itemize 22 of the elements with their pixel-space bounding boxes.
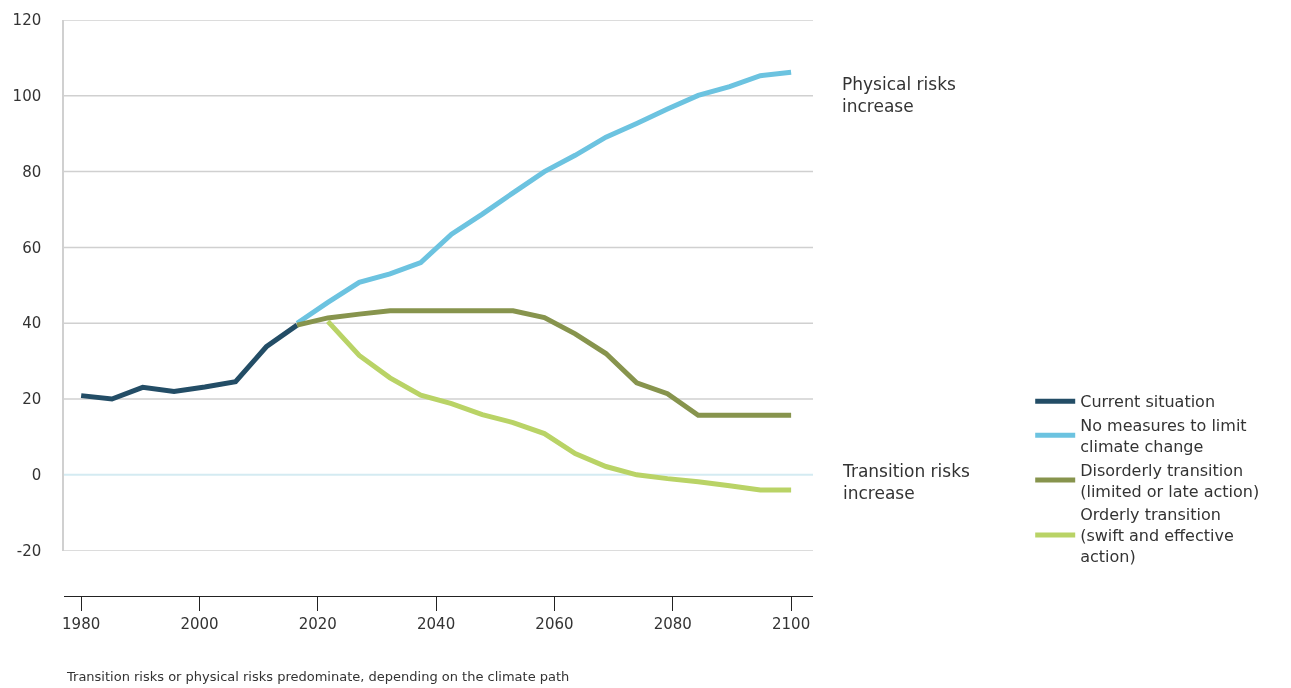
y-tick-label: -20 — [16, 541, 42, 560]
y-tick-label: 0 — [31, 466, 42, 485]
x-tick-label: 2060 — [535, 614, 574, 633]
y-tick-label: 60 — [22, 238, 42, 257]
x-tick-label: 2020 — [298, 614, 337, 633]
legend-label: Disorderly transition (limited or late action) — [1080, 460, 1260, 501]
y-tick-label: 120 — [12, 11, 42, 30]
legend-label: Current situation — [1080, 392, 1216, 412]
x-tick-label: 2080 — [653, 614, 692, 633]
legend-label: No measures to limit climate change — [1080, 416, 1247, 456]
text: Transition risks or physical risks predominate, depending on the climate path — [66, 669, 570, 684]
x-tick-label: 2040 — [417, 614, 456, 633]
y-tick-label: 100 — [12, 87, 42, 106]
x-tick-label: 2000 — [180, 614, 219, 633]
y-tick-label: 20 — [22, 390, 42, 409]
legend-label: Orderly transition (swift and effective action) — [1080, 505, 1234, 566]
x-tick-label: 2100 — [772, 614, 811, 633]
text: Physical risks increase — [842, 74, 956, 117]
y-tick-label: 80 — [22, 162, 42, 181]
x-tick-label: 1980 — [62, 614, 101, 633]
text: Transition risks increase — [842, 461, 971, 504]
y-tick-label: 40 — [22, 314, 42, 333]
